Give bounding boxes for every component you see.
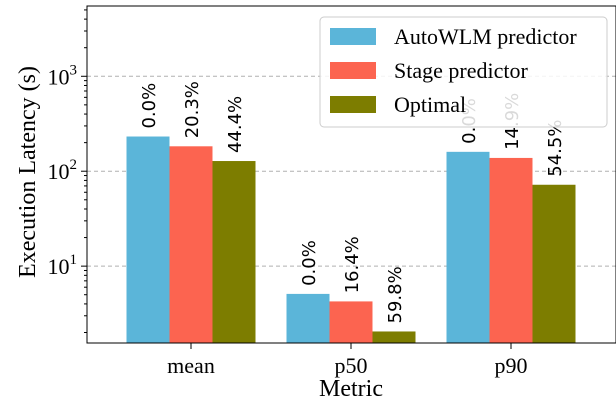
bar-value-label: 20.3% xyxy=(182,81,203,138)
legend-swatch xyxy=(330,96,376,113)
x-tick-label: p90 xyxy=(495,353,528,378)
legend-swatch xyxy=(330,28,376,45)
x-tick-label: mean xyxy=(167,353,215,378)
legend-label: Stage predictor xyxy=(394,58,528,83)
x-axis-ticks: mean p50 p90 xyxy=(167,343,528,378)
y-tick-label: 101 xyxy=(48,252,78,279)
bar-value-label: 44.4% xyxy=(225,96,246,153)
legend-label: AutoWLM predictor xyxy=(394,24,577,49)
legend-label: Optimal xyxy=(394,92,466,117)
bar xyxy=(532,184,576,343)
bar-value-label: 0.0% xyxy=(299,240,320,286)
x-axis-label: Metric xyxy=(319,376,383,402)
y-tick-label: 103 xyxy=(48,62,78,89)
x-tick-label: p50 xyxy=(335,353,368,378)
bar xyxy=(329,301,373,343)
bar xyxy=(286,293,330,343)
bar xyxy=(169,146,213,343)
legend: AutoWLM predictor Stage predictor Optimal xyxy=(319,16,608,128)
legend-swatch xyxy=(330,62,376,79)
legend-box xyxy=(319,16,608,128)
bar xyxy=(446,151,490,343)
bar-value-label: 16.4% xyxy=(342,236,363,293)
bar-value-label: 0.0% xyxy=(139,83,160,129)
y-axis-ticks: 101 102 103 xyxy=(48,9,87,333)
bar-value-label: 59.8% xyxy=(385,266,406,323)
bar xyxy=(126,136,170,343)
y-axis-label: Execution Latency (s) xyxy=(15,66,41,278)
bar xyxy=(489,157,533,343)
bar xyxy=(212,161,256,343)
bar-value-label: 54.5% xyxy=(545,120,566,177)
bars xyxy=(126,136,576,343)
bar xyxy=(372,331,416,343)
y-tick-label: 102 xyxy=(48,157,78,184)
